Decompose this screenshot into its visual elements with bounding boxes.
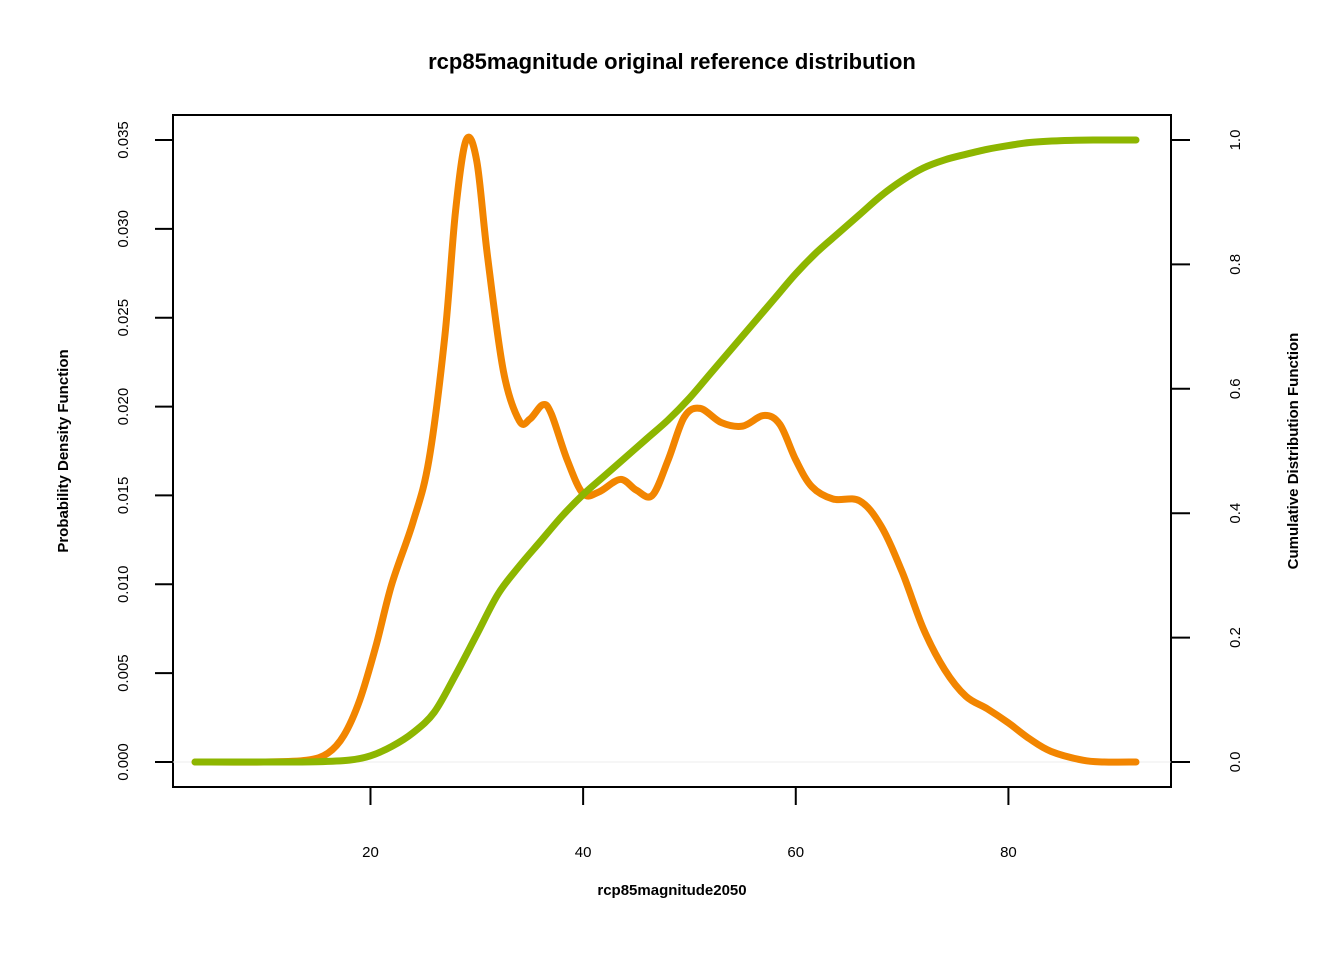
left-y-tick-label: 0.035: [115, 121, 132, 159]
right-y-tick-label: 1.0: [1227, 130, 1244, 151]
pdf-curve: [191, 133, 1140, 766]
left-y-axis: 0.000 0.005 0.010 0.015 0.020 0.025 0.030 0.035: [115, 121, 173, 781]
cdf-curve: [191, 136, 1140, 766]
left-y-tick-label: 0.025: [115, 299, 132, 337]
series-layer: [173, 133, 1171, 766]
x-tick-label: 60: [787, 844, 804, 861]
right-y-tick-label: 0.6: [1227, 378, 1244, 399]
left-y-tick-label: 0.030: [115, 210, 132, 248]
x-tick-label: 80: [1000, 844, 1017, 861]
x-tick-label: 40: [575, 844, 592, 861]
left-y-tick-label: 0.005: [115, 654, 132, 692]
left-y-tick-label: 0.020: [115, 388, 132, 426]
x-axis: 20 40 60 80: [362, 787, 1017, 861]
right-y-axis-label: Cumulative Distribution Function: [1285, 333, 1302, 570]
chart-title: rcp85magnitude original reference distri…: [428, 49, 916, 74]
x-tick-label: 20: [362, 844, 379, 861]
right-y-tick-label: 0.0: [1227, 752, 1244, 773]
plot-frame: [172, 114, 1172, 788]
x-axis-label: rcp85magnitude2050: [597, 882, 746, 899]
left-y-axis-label: Probability Density Function: [55, 349, 72, 552]
left-y-tick-label: 0.015: [115, 477, 132, 515]
right-y-tick-label: 0.8: [1227, 254, 1244, 275]
left-y-tick-label: 0.010: [115, 566, 132, 604]
right-y-tick-label: 0.2: [1227, 627, 1244, 648]
right-y-tick-label: 0.4: [1227, 503, 1244, 524]
right-y-axis: 0.0 0.2 0.4 0.6 0.8 1.0: [1171, 130, 1244, 773]
left-y-tick-label: 0.000: [115, 743, 132, 781]
